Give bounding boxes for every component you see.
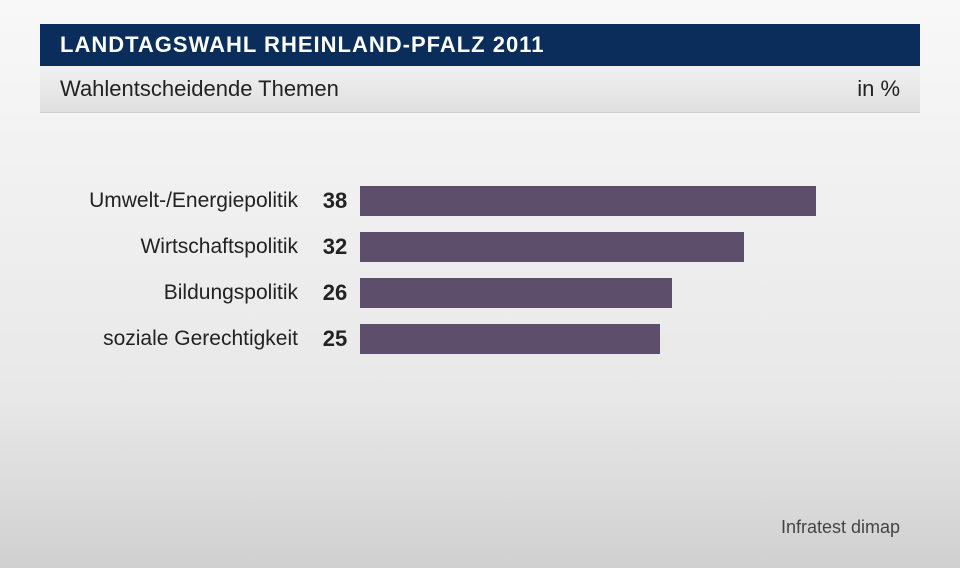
- header-title: LANDTAGSWAHL RHEINLAND-PFALZ 2011: [60, 32, 544, 57]
- subtitle-row: Wahlentscheidende Themen in %: [40, 66, 920, 113]
- chart-container: LANDTAGSWAHL RHEINLAND-PFALZ 2011 Wahlen…: [0, 24, 960, 568]
- bar-label: Wirtschaftspolitik: [60, 235, 310, 259]
- bar-track: [360, 232, 900, 262]
- bar-value: 25: [310, 326, 360, 352]
- bar-track: [360, 324, 900, 354]
- bar-track: [360, 278, 900, 308]
- bar-row: soziale Gerechtigkeit25: [60, 321, 900, 357]
- bar-fill: [360, 324, 660, 354]
- bar-fill: [360, 232, 744, 262]
- chart-area: Umwelt-/Energiepolitik38Wirtschaftspolit…: [60, 183, 900, 357]
- header-title-bar: LANDTAGSWAHL RHEINLAND-PFALZ 2011: [40, 24, 920, 66]
- bar-label: soziale Gerechtigkeit: [60, 327, 310, 351]
- bar-row: Wirtschaftspolitik32: [60, 229, 900, 265]
- bar-fill: [360, 186, 816, 216]
- bar-label: Umwelt-/Energiepolitik: [60, 189, 310, 213]
- source-label: Infratest dimap: [781, 517, 900, 538]
- bar-row: Bildungspolitik26: [60, 275, 900, 311]
- bar-value: 32: [310, 234, 360, 260]
- bar-track: [360, 186, 900, 216]
- bar-label: Bildungspolitik: [60, 281, 310, 305]
- chart-unit: in %: [857, 76, 900, 102]
- bar-row: Umwelt-/Energiepolitik38: [60, 183, 900, 219]
- chart-subtitle: Wahlentscheidende Themen: [60, 76, 339, 102]
- bar-value: 26: [310, 280, 360, 306]
- bar-fill: [360, 278, 672, 308]
- bar-value: 38: [310, 188, 360, 214]
